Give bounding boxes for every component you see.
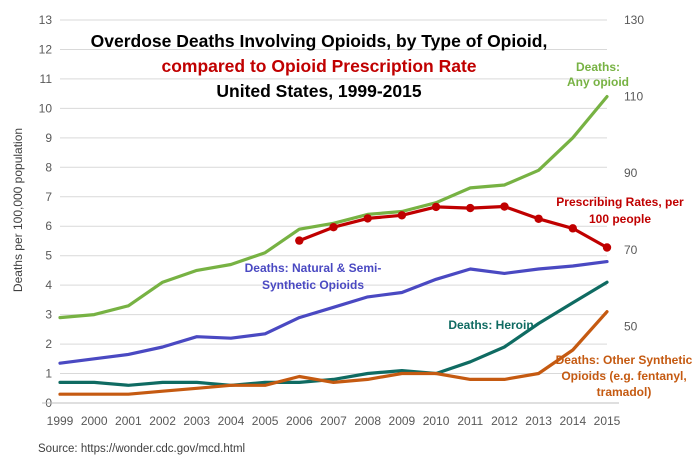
series-line-synthetic [58,310,609,396]
source-note: Source: https://wonder.cdc.gov/mcd.html [38,443,245,455]
series-line-rx [297,204,609,250]
y-right-tick-label: 90 [624,166,638,180]
chart-title-line-2: compared to Opioid Prescription Rate [161,56,476,76]
right-y-axis: 50 70 90 110 130 [624,13,644,333]
rx-marker [295,236,304,245]
rx-markers [295,202,612,252]
x-tick-label: 2012 [491,414,518,428]
series-label-heroin: Deaths: Heroin [448,318,533,332]
chart-title-line-1: Overdose Deaths Involving Opioids, by Ty… [91,31,548,51]
x-tick-label: 2010 [423,414,450,428]
x-tick-label: 2001 [115,414,142,428]
y-left-tick-label: 7 [45,190,52,204]
rx-marker [397,211,407,220]
rx-marker [500,202,509,211]
x-tick-label: 2006 [286,414,313,428]
series-label-synthetic: Deaths: Other Synthetic [556,353,693,367]
y-left-tick-label: 12 [39,42,53,56]
y-left-tick-label: 4 [45,278,52,292]
rx-marker [466,203,475,213]
series-line-natural [58,260,609,365]
x-tick-label: 1999 [47,414,74,428]
y-axis-label: Deaths per 100,000 population [11,128,25,292]
series-lines [58,94,609,396]
y-left-tick-label: 11 [40,72,53,86]
y-left-tick-label: 9 [45,131,52,145]
y-right-tick-label: 130 [624,13,644,27]
x-tick-label: 2000 [81,414,108,428]
rx-marker [534,214,543,223]
y-left-tick-label: 8 [45,160,52,174]
series-label-any: Deaths: [576,60,620,74]
y-right-tick-label: 70 [624,243,638,257]
x-tick-label: 2013 [525,414,552,428]
x-tick-label: 2007 [320,414,347,428]
x-tick-label: 2015 [594,414,621,428]
series-label-rx: 100 people [589,212,651,226]
y-right-tick-label: 110 [624,90,643,104]
x-tick-label: 2009 [389,414,416,428]
x-tick-label: 2014 [559,414,586,428]
series-label-synthetic: Opioids (e.g. fentanyl, [561,369,686,383]
x-tick-label: 2011 [457,414,483,428]
series-labels: Deaths:Any opioid Deaths: Natural & Semi-… [245,60,693,399]
chart-title-line-3: United States, 1999-2015 [216,81,422,101]
rx-marker [568,224,578,233]
y-left-tick-label: 13 [39,13,53,27]
rx-marker [363,214,372,223]
series-label-synthetic: tramadol) [597,385,652,399]
rx-marker [431,202,441,212]
x-tick-label: 2005 [252,414,279,428]
series-label-any: Any opioid [567,75,629,89]
x-axis: 1999 2000 2001 2002 2003 2004 2005 2006 2007 2008… [42,402,621,428]
y-left-tick-label: 2 [45,337,52,351]
x-tick-label: 2004 [218,414,245,428]
series-label-rx: Prescribing Rates, per [556,195,684,209]
y-left-tick-label: 1 [45,367,52,381]
y-left-tick-label: 3 [45,308,52,322]
series-line-heroin [58,280,609,387]
y-right-tick-label: 50 [624,319,638,333]
y-left-tick-label: 5 [45,249,52,263]
y-left-tick-label: 6 [45,219,52,233]
x-tick-label: 2003 [183,414,210,428]
x-tick-label: 2002 [149,414,176,428]
y-left-tick-label: 10 [39,101,53,115]
rx-marker [602,243,612,252]
series-label-natural: Synthetic Opioids [262,278,364,292]
rx-marker [329,223,338,232]
series-label-natural: Deaths: Natural & Semi- [245,261,382,275]
x-tick-label: 2008 [354,414,381,428]
